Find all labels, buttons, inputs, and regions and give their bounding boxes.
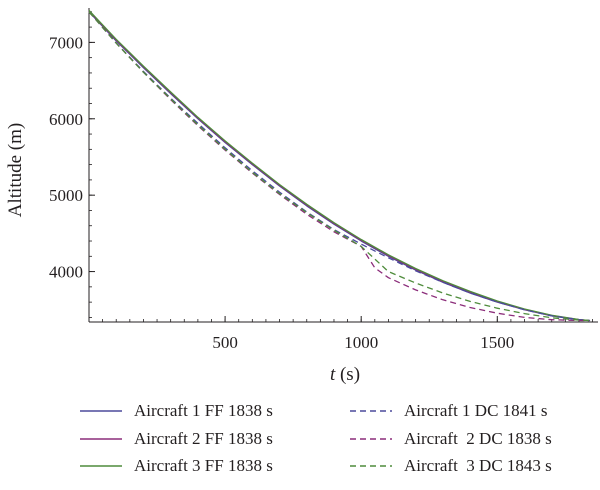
legend-label-4: Aircraft 1 DC 1841 s [404, 401, 548, 420]
series-line-4 [88, 11, 591, 322]
x-tick-label: 500 [212, 333, 238, 352]
axes [88, 8, 598, 323]
series-line-2 [88, 10, 590, 322]
series-lines [88, 9, 591, 322]
x-axis-label-unit: (s) [335, 364, 360, 385]
x-tick-label: 1500 [480, 333, 514, 352]
y-tick-label: 4000 [49, 263, 83, 282]
y-axis-label: Altitude (m) [5, 123, 26, 217]
y-tick-label: 6000 [49, 110, 83, 129]
axis-labels: Altitude (m) t (s) [5, 123, 360, 385]
x-axis-label-variable: t [330, 364, 336, 385]
y-tick-label: 5000 [49, 186, 83, 205]
legend-label-1: Aircraft 1 FF 1838 s [134, 401, 273, 420]
series-line-3 [88, 9, 590, 322]
legend: Aircraft 1 FF 1838 s Aircraft 2 FF 1838 s… [80, 401, 552, 475]
x-tick-label: 1000 [344, 333, 378, 352]
y-tick-label: 7000 [49, 33, 83, 52]
ticks: 500 1000 1500 4000 5000 6000 7000 [49, 11, 593, 352]
series-line-6 [88, 11, 591, 322]
legend-label-5: Aircraft 2 DC 1838 s [404, 429, 552, 448]
series-line-5 [88, 11, 590, 322]
series-line-1 [88, 11, 590, 322]
legend-label-6: Aircraft 3 DC 1843 s [404, 456, 552, 475]
x-axis-label: t (s) [330, 364, 360, 385]
legend-label-3: Aircraft 3 FF 1838 s [134, 456, 273, 475]
legend-label-2: Aircraft 2 FF 1838 s [134, 429, 273, 448]
